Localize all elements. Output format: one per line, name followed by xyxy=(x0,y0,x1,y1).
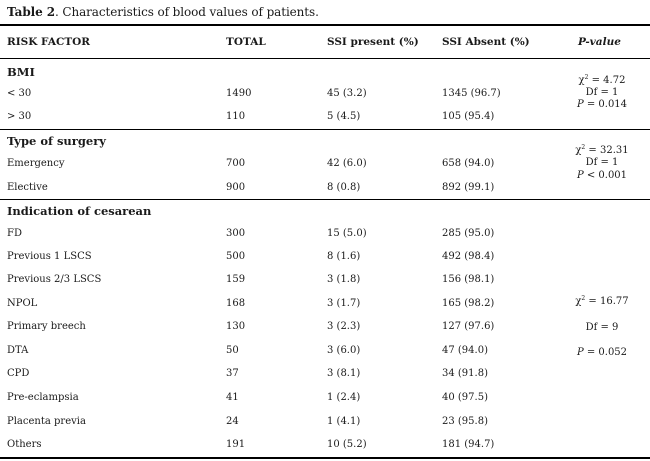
row-absent: 658 (94.0) xyxy=(442,158,495,169)
p-symbol: P xyxy=(576,99,584,110)
row-absent: 1345 (96.7) xyxy=(442,88,501,99)
row-absent: 105 (95.4) xyxy=(442,111,495,122)
row-factor: FD xyxy=(7,228,22,239)
row-total: 700 xyxy=(226,158,246,169)
row-factor: DTA xyxy=(7,345,29,356)
row-present: 10 (5.2) xyxy=(327,439,367,450)
row-absent: 127 (97.6) xyxy=(442,321,495,332)
row-factor: < 30 xyxy=(7,88,32,99)
chi-number: = 4.72 xyxy=(588,75,626,86)
top-rule xyxy=(0,24,650,26)
row-factor: Elective xyxy=(7,182,48,193)
chi-symbol: χ xyxy=(578,75,585,86)
header-rule xyxy=(0,58,650,59)
p-value: P = 0.014 xyxy=(562,99,642,111)
row-total: 500 xyxy=(226,251,246,262)
row-factor: Emergency xyxy=(7,158,65,169)
row-total: 300 xyxy=(226,228,246,239)
row-present: 3 (6.0) xyxy=(327,345,361,356)
p-number: = 0.014 xyxy=(583,99,628,110)
row-absent: 165 (98.2) xyxy=(442,298,495,309)
row-factor: Primary breech xyxy=(7,321,86,332)
row-present: 15 (5.0) xyxy=(327,228,367,239)
section-title-cesarean: Indication of cesarean xyxy=(7,204,152,218)
row-present: 3 (1.7) xyxy=(327,298,361,309)
table-label: Table 2 xyxy=(7,5,55,19)
p-value: P = 0.052 xyxy=(562,347,642,359)
surgery-rule xyxy=(0,199,650,200)
chi-square-value: χ2 = 4.72 xyxy=(562,75,642,87)
chi-superscript: 2 xyxy=(581,295,586,302)
row-present: 8 (1.6) xyxy=(327,251,361,262)
header-total: TOTAL xyxy=(226,36,266,48)
row-total: 1490 xyxy=(226,88,252,99)
chi-symbol: χ xyxy=(575,296,582,307)
p-symbol: P xyxy=(576,347,584,358)
row-absent: 40 (97.5) xyxy=(442,392,488,403)
row-total: 191 xyxy=(226,439,246,450)
row-factor: Pre-eclampsia xyxy=(7,392,79,403)
row-factor: NPOL xyxy=(7,298,38,309)
chi-square-value: χ2 = 16.77 xyxy=(562,296,642,308)
chi-square-value: χ2 = 32.31 xyxy=(562,145,642,157)
row-total: 159 xyxy=(226,274,246,285)
p-symbol: P xyxy=(576,170,584,181)
chi-number: = 16.77 xyxy=(585,296,629,307)
row-present: 3 (1.8) xyxy=(327,274,361,285)
row-total: 37 xyxy=(226,368,239,379)
chi-superscript: 2 xyxy=(581,144,586,151)
header-ssi-present: SSI present (%) xyxy=(327,36,419,48)
p-number: = 0.052 xyxy=(583,347,628,358)
row-total: 130 xyxy=(226,321,246,332)
row-absent: 181 (94.7) xyxy=(442,439,495,450)
header-ssi-absent: SSI Absent (%) xyxy=(442,36,530,48)
section-title-surgery: Type of surgery xyxy=(7,134,106,148)
chi-superscript: 2 xyxy=(584,74,589,81)
table-caption: Table 2. Characteristics of blood values… xyxy=(7,5,319,19)
row-present: 5 (4.5) xyxy=(327,111,361,122)
row-total: 168 xyxy=(226,298,246,309)
row-absent: 285 (95.0) xyxy=(442,228,495,239)
row-factor: Previous 2/3 LSCS xyxy=(7,274,102,285)
bottom-rule xyxy=(0,457,650,459)
row-factor: Placenta previa xyxy=(7,416,86,427)
p-number: < 0.001 xyxy=(583,170,628,181)
header-risk-factor: RISK FACTOR xyxy=(7,36,91,48)
row-absent: 23 (95.8) xyxy=(442,416,488,427)
row-present: 3 (8.1) xyxy=(327,368,361,379)
section-title-bmi: BMI xyxy=(7,65,35,79)
bmi-rule xyxy=(0,129,650,130)
row-factor: Others xyxy=(7,439,42,450)
row-present: 1 (4.1) xyxy=(327,416,361,427)
row-present: 45 (3.2) xyxy=(327,88,367,99)
degrees-of-freedom: Df = 1 xyxy=(585,157,619,168)
row-factor: Previous 1 LSCS xyxy=(7,251,92,262)
row-total: 24 xyxy=(226,416,239,427)
row-absent: 492 (98.4) xyxy=(442,251,495,262)
row-factor: CPD xyxy=(7,368,30,379)
degrees-of-freedom: Df = 9 xyxy=(585,322,619,333)
chi-symbol: χ xyxy=(575,145,582,156)
row-total: 900 xyxy=(226,182,246,193)
table-title: . Characteristics of blood values of pat… xyxy=(54,5,319,19)
row-total: 110 xyxy=(226,111,246,122)
row-absent: 47 (94.0) xyxy=(442,345,488,356)
row-present: 8 (0.8) xyxy=(327,182,361,193)
row-present: 3 (2.3) xyxy=(327,321,361,332)
row-total: 50 xyxy=(226,345,239,356)
row-absent: 156 (98.1) xyxy=(442,274,495,285)
row-present: 1 (2.4) xyxy=(327,392,361,403)
row-total: 41 xyxy=(226,392,239,403)
row-factor: > 30 xyxy=(7,111,32,122)
row-absent: 34 (91.8) xyxy=(442,368,488,379)
p-value: P < 0.001 xyxy=(562,170,642,182)
row-present: 42 (6.0) xyxy=(327,158,367,169)
row-absent: 892 (99.1) xyxy=(442,182,495,193)
header-p-value: P-value xyxy=(578,36,621,48)
chi-number: = 32.31 xyxy=(585,145,629,156)
degrees-of-freedom: Df = 1 xyxy=(585,87,619,98)
